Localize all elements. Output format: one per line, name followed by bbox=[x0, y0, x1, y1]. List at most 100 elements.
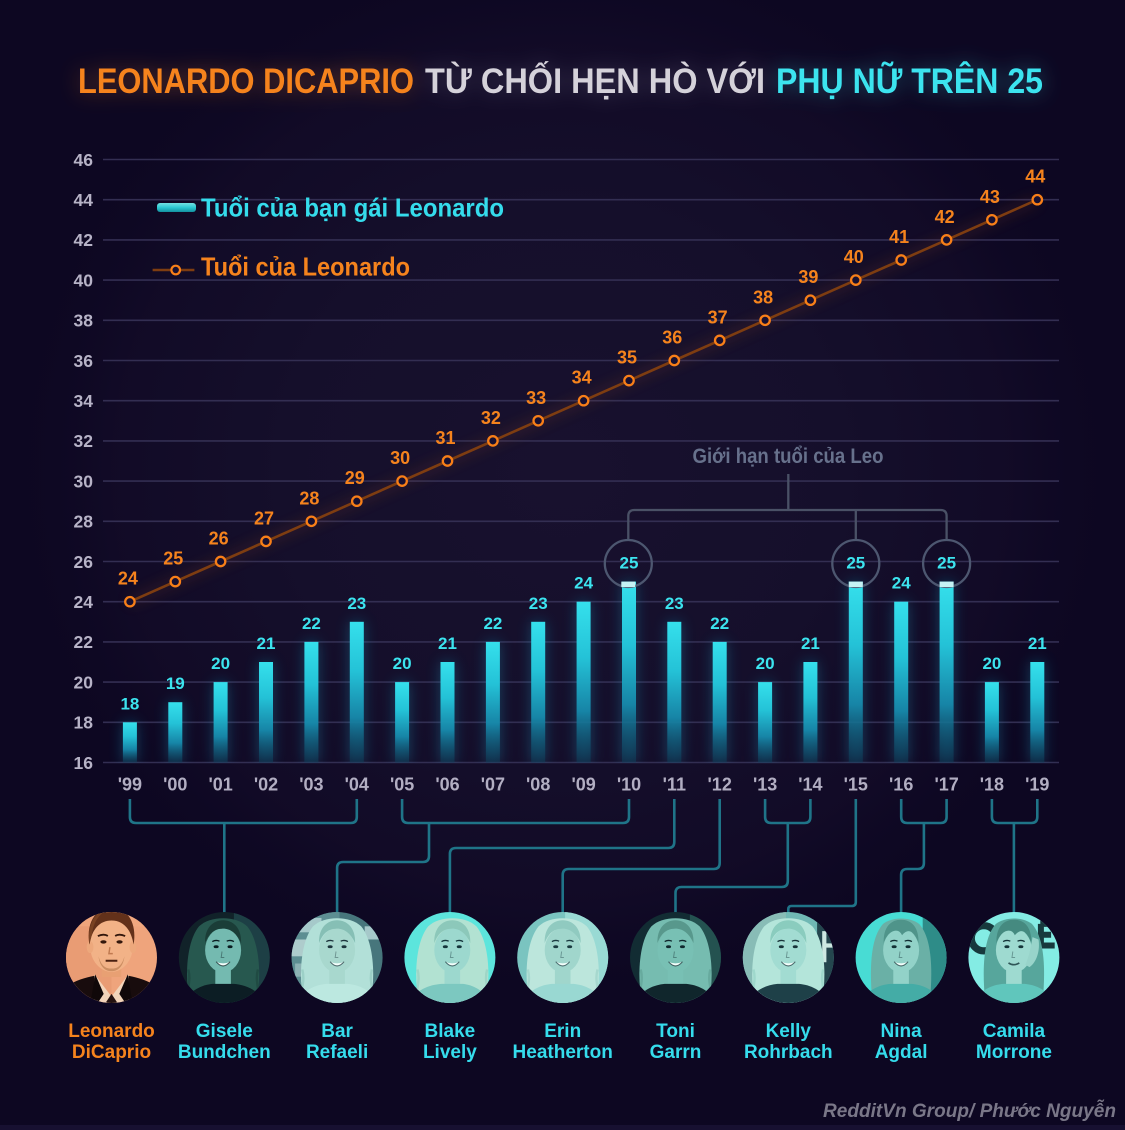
svg-text:22: 22 bbox=[483, 614, 502, 633]
svg-text:'05: '05 bbox=[390, 775, 414, 795]
svg-text:Refaeli: Refaeli bbox=[306, 1042, 368, 1063]
svg-text:Gisele: Gisele bbox=[196, 1021, 253, 1042]
svg-text:38: 38 bbox=[74, 311, 94, 331]
svg-text:'07: '07 bbox=[481, 775, 505, 795]
svg-text:'10: '10 bbox=[617, 775, 641, 795]
svg-text:'00: '00 bbox=[163, 775, 187, 795]
svg-text:40: 40 bbox=[844, 247, 864, 267]
svg-text:21: 21 bbox=[1028, 634, 1047, 653]
svg-text:35: 35 bbox=[617, 348, 637, 368]
svg-text:Morrone: Morrone bbox=[976, 1042, 1052, 1063]
svg-text:Nina: Nina bbox=[881, 1021, 923, 1042]
svg-text:20: 20 bbox=[756, 654, 775, 673]
svg-text:24: 24 bbox=[574, 574, 593, 593]
svg-text:RedditVn Group/ Phước Nguyễn: RedditVn Group/ Phước Nguyễn bbox=[823, 1100, 1116, 1122]
svg-text:29: 29 bbox=[345, 468, 365, 488]
svg-text:'19: '19 bbox=[1025, 775, 1049, 795]
svg-text:30: 30 bbox=[74, 471, 94, 491]
svg-text:Bundchen: Bundchen bbox=[178, 1042, 271, 1063]
svg-text:41: 41 bbox=[889, 227, 909, 247]
svg-text:43: 43 bbox=[980, 187, 1000, 207]
svg-text:18: 18 bbox=[74, 713, 94, 733]
svg-text:26: 26 bbox=[74, 552, 94, 572]
svg-text:21: 21 bbox=[801, 634, 820, 653]
svg-text:44: 44 bbox=[1025, 167, 1045, 187]
svg-text:23: 23 bbox=[347, 594, 366, 613]
svg-text:'17: '17 bbox=[934, 775, 958, 795]
svg-text:DiCaprio: DiCaprio bbox=[72, 1042, 151, 1063]
svg-text:'15: '15 bbox=[844, 775, 868, 795]
svg-text:Erin: Erin bbox=[544, 1021, 581, 1042]
svg-text:'99: '99 bbox=[118, 775, 142, 795]
svg-text:39: 39 bbox=[798, 267, 818, 287]
svg-text:LEONARDO DICAPRIO: LEONARDO DICAPRIO bbox=[78, 61, 414, 101]
svg-text:Giới hạn tuổi của Leo: Giới hạn tuổi của Leo bbox=[693, 445, 884, 468]
svg-text:Tuổi của bạn gái Leonardo: Tuổi của bạn gái Leonardo bbox=[201, 192, 504, 222]
svg-text:42: 42 bbox=[935, 207, 955, 227]
svg-text:34: 34 bbox=[74, 391, 94, 411]
svg-text:21: 21 bbox=[438, 634, 457, 653]
svg-text:25: 25 bbox=[937, 554, 956, 573]
svg-text:'06: '06 bbox=[435, 775, 459, 795]
svg-text:PHỤ NỮ TRÊN 25: PHỤ NỮ TRÊN 25 bbox=[776, 61, 1043, 101]
svg-text:'04: '04 bbox=[345, 775, 369, 795]
svg-text:PHỤ NỮ TRÊN 25: PHỤ NỮ TRÊN 25 bbox=[776, 61, 1043, 101]
svg-text:28: 28 bbox=[74, 512, 94, 532]
svg-text:32: 32 bbox=[74, 431, 94, 451]
svg-text:19: 19 bbox=[166, 674, 185, 693]
svg-text:'11: '11 bbox=[663, 775, 686, 795]
svg-text:22: 22 bbox=[710, 614, 729, 633]
svg-text:34: 34 bbox=[572, 368, 592, 388]
svg-text:Garrn: Garrn bbox=[650, 1042, 702, 1063]
svg-text:'02: '02 bbox=[254, 775, 278, 795]
svg-text:Tuổi của Leonardo: Tuổi của Leonardo bbox=[201, 252, 410, 282]
svg-text:30: 30 bbox=[390, 448, 410, 468]
svg-text:20: 20 bbox=[393, 654, 412, 673]
svg-text:LEONARDO DICAPRIO: LEONARDO DICAPRIO bbox=[78, 61, 414, 101]
svg-text:Camila: Camila bbox=[983, 1021, 1046, 1042]
svg-text:38: 38 bbox=[753, 287, 773, 307]
svg-text:Heatherton: Heatherton bbox=[513, 1042, 613, 1063]
svg-text:Kelly: Kelly bbox=[766, 1021, 812, 1042]
svg-text:23: 23 bbox=[529, 594, 548, 613]
svg-text:24: 24 bbox=[74, 592, 94, 612]
svg-text:26: 26 bbox=[209, 529, 229, 549]
svg-text:'09: '09 bbox=[571, 775, 595, 795]
svg-text:40: 40 bbox=[74, 270, 94, 290]
svg-text:'03: '03 bbox=[299, 775, 323, 795]
svg-text:Toni: Toni bbox=[656, 1021, 695, 1042]
svg-text:36: 36 bbox=[662, 328, 682, 348]
svg-text:28: 28 bbox=[299, 488, 319, 508]
svg-text:25: 25 bbox=[846, 554, 865, 573]
svg-text:'16: '16 bbox=[889, 775, 913, 795]
svg-text:24: 24 bbox=[118, 569, 138, 589]
svg-text:18: 18 bbox=[120, 694, 139, 713]
svg-text:33: 33 bbox=[526, 388, 546, 408]
svg-text:Leonardo: Leonardo bbox=[68, 1021, 155, 1042]
svg-text:32: 32 bbox=[481, 408, 501, 428]
svg-text:'13: '13 bbox=[753, 775, 777, 795]
svg-text:46: 46 bbox=[74, 150, 94, 170]
svg-text:21: 21 bbox=[257, 634, 276, 653]
svg-text:'12: '12 bbox=[708, 775, 732, 795]
svg-text:Agdal: Agdal bbox=[875, 1042, 928, 1063]
svg-text:24: 24 bbox=[892, 574, 911, 593]
svg-text:27: 27 bbox=[254, 508, 274, 528]
svg-text:16: 16 bbox=[74, 753, 94, 773]
svg-text:'18: '18 bbox=[980, 775, 1004, 795]
svg-text:42: 42 bbox=[74, 230, 94, 250]
svg-text:Lively: Lively bbox=[423, 1042, 477, 1063]
svg-text:20: 20 bbox=[211, 654, 230, 673]
svg-text:'01: '01 bbox=[208, 775, 232, 795]
svg-text:'08: '08 bbox=[526, 775, 550, 795]
svg-text:Rohrbach: Rohrbach bbox=[744, 1042, 833, 1063]
svg-text:25: 25 bbox=[163, 549, 183, 569]
svg-text:'14: '14 bbox=[798, 775, 822, 795]
svg-text:31: 31 bbox=[435, 428, 455, 448]
svg-text:22: 22 bbox=[74, 632, 94, 652]
svg-text:TỪ CHỐI HẸN HÒ VỚI: TỪ CHỐI HẸN HÒ VỚI bbox=[425, 61, 765, 101]
svg-text:23: 23 bbox=[665, 594, 684, 613]
svg-text:25: 25 bbox=[620, 554, 639, 573]
svg-text:Bar: Bar bbox=[321, 1021, 353, 1042]
svg-text:TỪ CHỐI HẸN HÒ VỚI: TỪ CHỐI HẸN HÒ VỚI bbox=[425, 61, 765, 101]
